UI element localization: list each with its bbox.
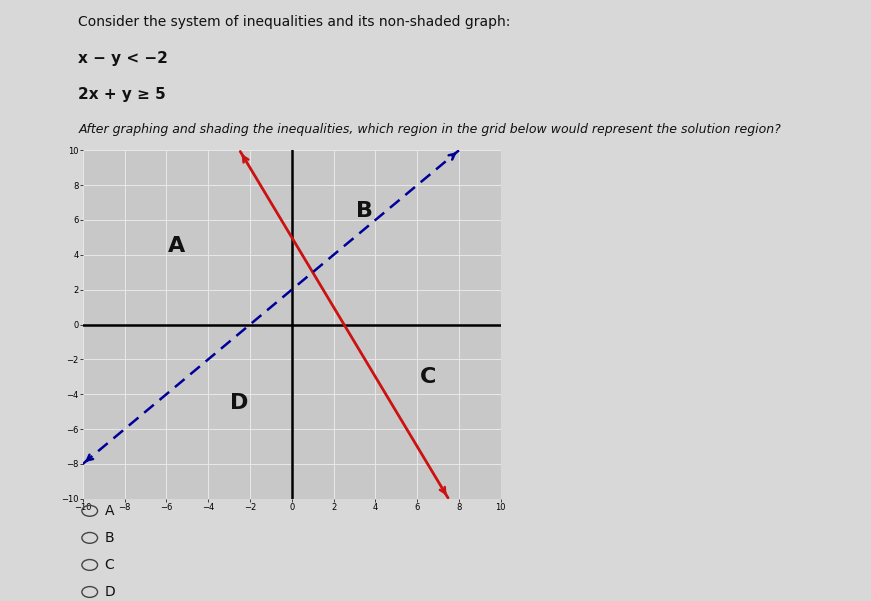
Text: Consider the system of inequalities and its non-shaded graph:: Consider the system of inequalities and … (78, 15, 510, 29)
Text: C: C (105, 558, 114, 572)
Text: 2x + y ≥ 5: 2x + y ≥ 5 (78, 87, 166, 102)
Text: D: D (230, 393, 249, 413)
Text: C: C (420, 367, 436, 387)
Text: D: D (105, 585, 115, 599)
Text: A: A (105, 504, 114, 518)
Text: B: B (356, 201, 374, 221)
Text: After graphing and shading the inequalities, which region in the grid below woul: After graphing and shading the inequalit… (78, 123, 781, 136)
Text: x − y < −2: x − y < −2 (78, 51, 168, 66)
Text: A: A (168, 236, 186, 256)
Text: B: B (105, 531, 114, 545)
